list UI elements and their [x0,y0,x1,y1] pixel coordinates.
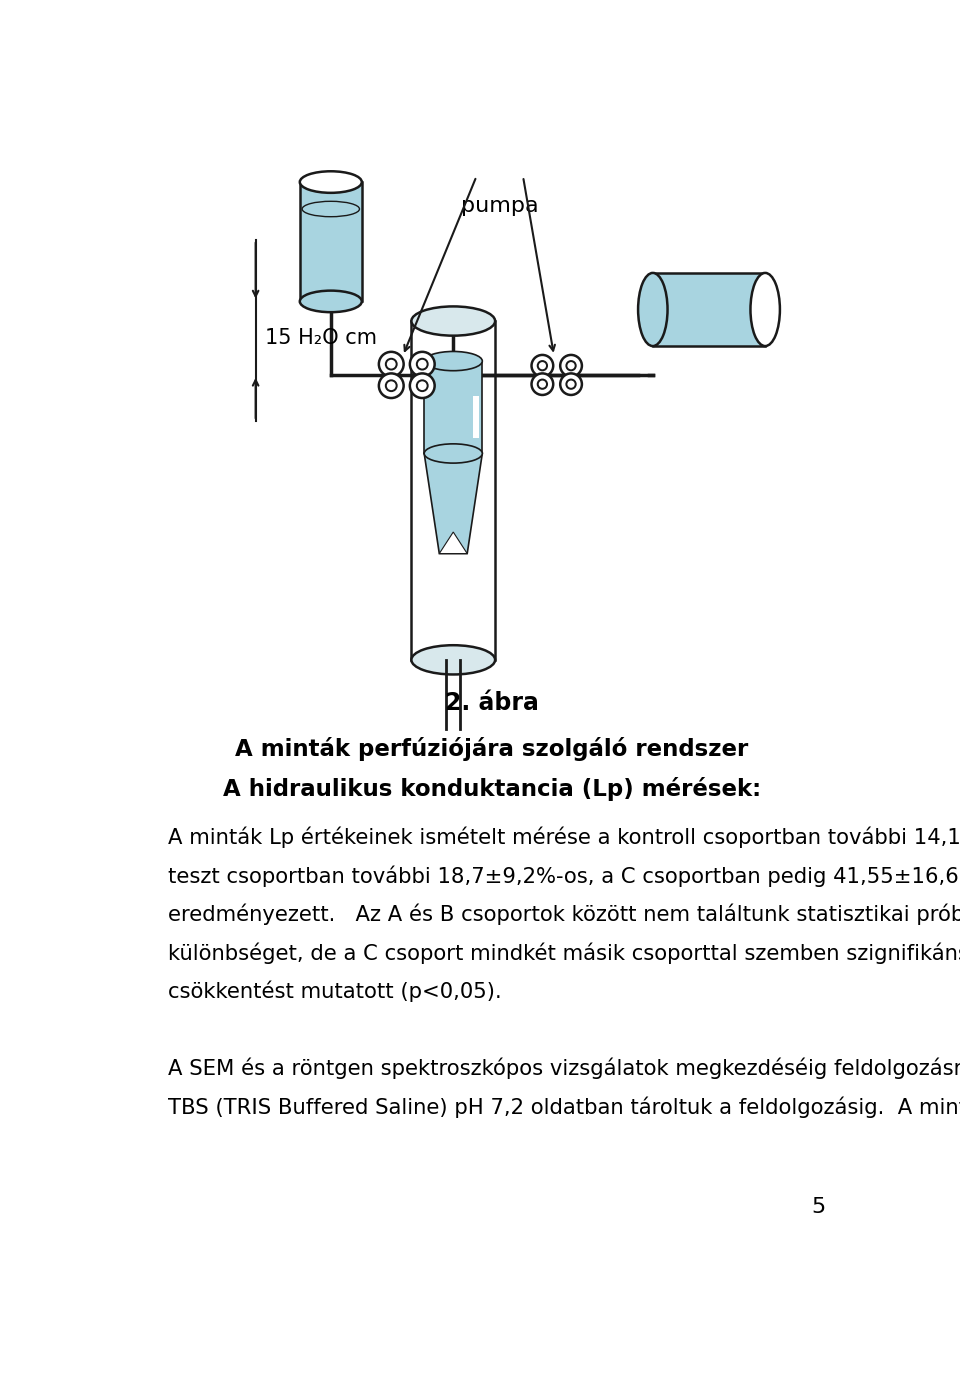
Ellipse shape [424,444,482,464]
Ellipse shape [300,291,362,312]
Polygon shape [424,454,482,554]
Bar [473,395,479,438]
Ellipse shape [410,373,435,398]
Ellipse shape [379,373,403,398]
Text: különbséget, de a C csoport mindkét másik csoporttal szemben szignifikánsan nagy: különbséget, de a C csoport mindkét mási… [168,942,960,963]
Ellipse shape [417,359,427,369]
Bar [412,322,495,660]
Ellipse shape [386,359,396,369]
Ellipse shape [561,355,582,376]
Text: A minták perfúziójára szolgáló rendszer: A minták perfúziójára szolgáló rendszer [235,736,749,761]
Ellipse shape [410,352,435,376]
Text: 2. ábra: 2. ábra [445,690,539,714]
Ellipse shape [751,273,780,347]
Ellipse shape [379,352,403,376]
Bar [300,182,362,302]
Text: teszt csoportban további 18,7±9,2%-os, a C csoportban pedig 41,55±16,62%-os csök: teszt csoportban további 18,7±9,2%-os, a… [168,866,960,887]
Bar [653,273,765,347]
Ellipse shape [532,373,553,395]
Text: 15 H₂O cm: 15 H₂O cm [265,329,377,348]
Bar [424,361,482,454]
Polygon shape [440,532,468,554]
Ellipse shape [561,373,582,395]
Ellipse shape [532,355,553,376]
Ellipse shape [424,351,482,370]
Ellipse shape [302,202,359,217]
Text: TBS (TRIS Buffered Saline) pH 7,2 oldatban tároltuk a feldolgozásig.  A mintákat: TBS (TRIS Buffered Saline) pH 7,2 oldatb… [168,1097,960,1118]
Ellipse shape [566,361,576,370]
Ellipse shape [300,171,362,193]
Ellipse shape [412,306,495,335]
Text: csökkentést mutatott (p<0,05).: csökkentést mutatott (p<0,05). [168,981,502,1002]
Text: A minták Lp értékeinek ismételt mérése a kontroll csoportban további 14,1±8,7%-o: A minták Lp értékeinek ismételt mérése a… [168,827,960,849]
Ellipse shape [417,380,427,391]
Text: 5: 5 [811,1197,826,1218]
Ellipse shape [538,380,547,388]
Text: pumpa: pumpa [461,195,539,216]
Text: A hidraulikus konduktancia (Lp) mérések:: A hidraulikus konduktancia (Lp) mérések: [223,777,761,800]
Text: A SEM és a röntgen spektroszkópos vizsgálatok megkezdéséig feldolgozásra váró mi: A SEM és a röntgen spektroszkópos vizsgá… [168,1058,960,1079]
Ellipse shape [638,273,667,347]
Ellipse shape [538,361,547,370]
Text: eredményezett.   Az A és B csoportok között nem találtunk statisztikai próbával : eredményezett. Az A és B csoportok közöt… [168,903,960,926]
Ellipse shape [412,646,495,675]
Ellipse shape [566,380,576,388]
Ellipse shape [386,380,396,391]
